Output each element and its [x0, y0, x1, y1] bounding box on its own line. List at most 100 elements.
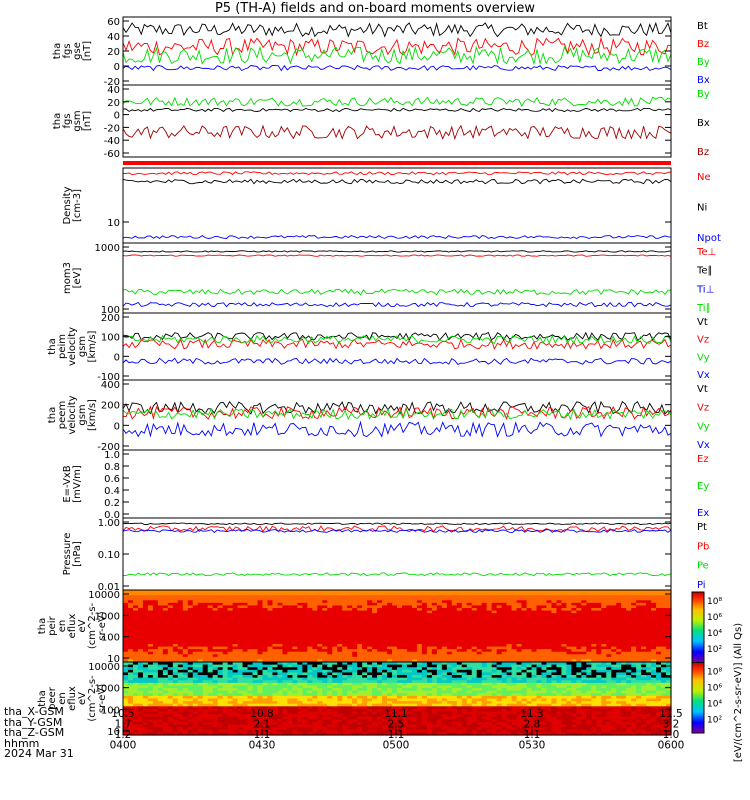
heatmap-cell [546, 605, 553, 609]
heatmap-cell [342, 672, 348, 676]
heatmap-cell [202, 662, 209, 666]
heatmap-cell [506, 631, 513, 635]
y-label-line: peir [47, 615, 58, 635]
heatmap-cell [192, 636, 199, 640]
heatmap-cell [347, 641, 353, 645]
heatmap-cell [541, 605, 548, 609]
heatmap-cell [556, 669, 562, 674]
heatmap-cell [397, 592, 403, 596]
heatmap-cell [516, 698, 523, 702]
heatmap-cell [526, 690, 533, 694]
heatmap-cell [451, 626, 458, 630]
heatmap-cell [466, 628, 473, 632]
heatmap-cell [257, 685, 264, 689]
heatmap-cell [257, 618, 264, 622]
heatmap-cell [446, 595, 453, 599]
heatmap-cell [576, 667, 582, 671]
heatmap-cell [486, 636, 493, 640]
heatmap-cell [461, 672, 468, 676]
heatmap-cell [312, 646, 318, 650]
heatmap-cell [302, 590, 308, 594]
heatmap-cell [147, 701, 154, 705]
heatmap-cell [282, 608, 288, 612]
heatmap-cell [212, 600, 219, 604]
heatmap-cell [227, 602, 234, 607]
heatmap-cell [461, 695, 468, 700]
heatmap-cell [232, 675, 239, 679]
heatmap-cell [496, 680, 503, 684]
heatmap-cell [332, 672, 338, 676]
heatmap-cell [332, 608, 338, 612]
heatmap-cell [123, 638, 129, 643]
heatmap-cell [531, 651, 538, 655]
heatmap-cell [367, 623, 373, 627]
heatmap-cell [147, 680, 154, 684]
heatmap-cell [237, 626, 244, 630]
heatmap-cell [302, 664, 308, 668]
heatmap-cell [162, 675, 169, 679]
heatmap-cell [541, 633, 548, 637]
heatmap-cell [576, 602, 582, 607]
heatmap-cell [646, 680, 652, 684]
heatmap-cell [137, 688, 144, 692]
heatmap-cell [252, 641, 259, 645]
heatmap-cell [302, 595, 308, 599]
heatmap-cell [406, 590, 413, 594]
heatmap-cell [656, 690, 662, 694]
heatmap-cell [531, 649, 538, 653]
heatmap-cell [187, 590, 194, 594]
heatmap-cell [227, 659, 234, 663]
heatmap-cell [531, 669, 538, 674]
heatmap-cell [406, 651, 413, 655]
heatmap-cell [461, 600, 468, 604]
heatmap-cell [621, 626, 627, 630]
heatmap-cell [606, 656, 612, 661]
heatmap-cell [212, 680, 219, 684]
heatmap-cell [556, 615, 562, 619]
heatmap-cell [362, 620, 368, 625]
heatmap-cell [162, 600, 169, 604]
heatmap-cell [282, 610, 288, 614]
heatmap-cell [431, 623, 438, 627]
heatmap-cell [566, 690, 572, 694]
heatmap-cell [406, 600, 413, 604]
heatmap-cell [292, 682, 298, 687]
y-axis-label: tha fgs gsm [nT] [52, 110, 93, 131]
heatmap-cell [197, 693, 204, 697]
heatmap-cell [506, 680, 513, 684]
heatmap-cell [481, 649, 488, 653]
heatmap-cell [272, 690, 279, 694]
heatmap-cell [406, 644, 413, 648]
heatmap-cell [207, 677, 214, 681]
heatmap-cell [476, 659, 483, 663]
heatmap-cell [142, 597, 149, 601]
heatmap-cell [307, 682, 313, 687]
heatmap-cell [337, 701, 343, 705]
heatmap-cell [406, 685, 413, 689]
heatmap-cell [401, 651, 408, 655]
heatmap-cell [566, 695, 572, 700]
heatmap-cell [571, 651, 577, 655]
heatmap-cell [526, 675, 533, 679]
heatmap-cell [127, 626, 134, 630]
heatmap-cell [262, 608, 269, 612]
heatmap-cell [127, 644, 134, 648]
heatmap-cell [287, 597, 293, 601]
heatmap-cell [162, 669, 169, 674]
heatmap-cell [182, 631, 189, 635]
heatmap-cell [441, 608, 448, 612]
heatmap-cell [516, 662, 523, 666]
heatmap-cell [551, 662, 558, 666]
heatmap-cell [416, 677, 423, 681]
heatmap-cell [337, 595, 343, 599]
heatmap-cell [212, 633, 219, 637]
heatmap-cell [247, 651, 254, 655]
heatmap-cell [167, 602, 174, 607]
heatmap-cell [456, 656, 463, 661]
heatmap-cell [392, 644, 398, 648]
heatmap-cell [272, 688, 279, 692]
heatmap-cell [332, 592, 338, 596]
heatmap-cell [232, 695, 239, 700]
heatmap-cell [426, 602, 433, 607]
heatmap-cell [431, 680, 438, 684]
